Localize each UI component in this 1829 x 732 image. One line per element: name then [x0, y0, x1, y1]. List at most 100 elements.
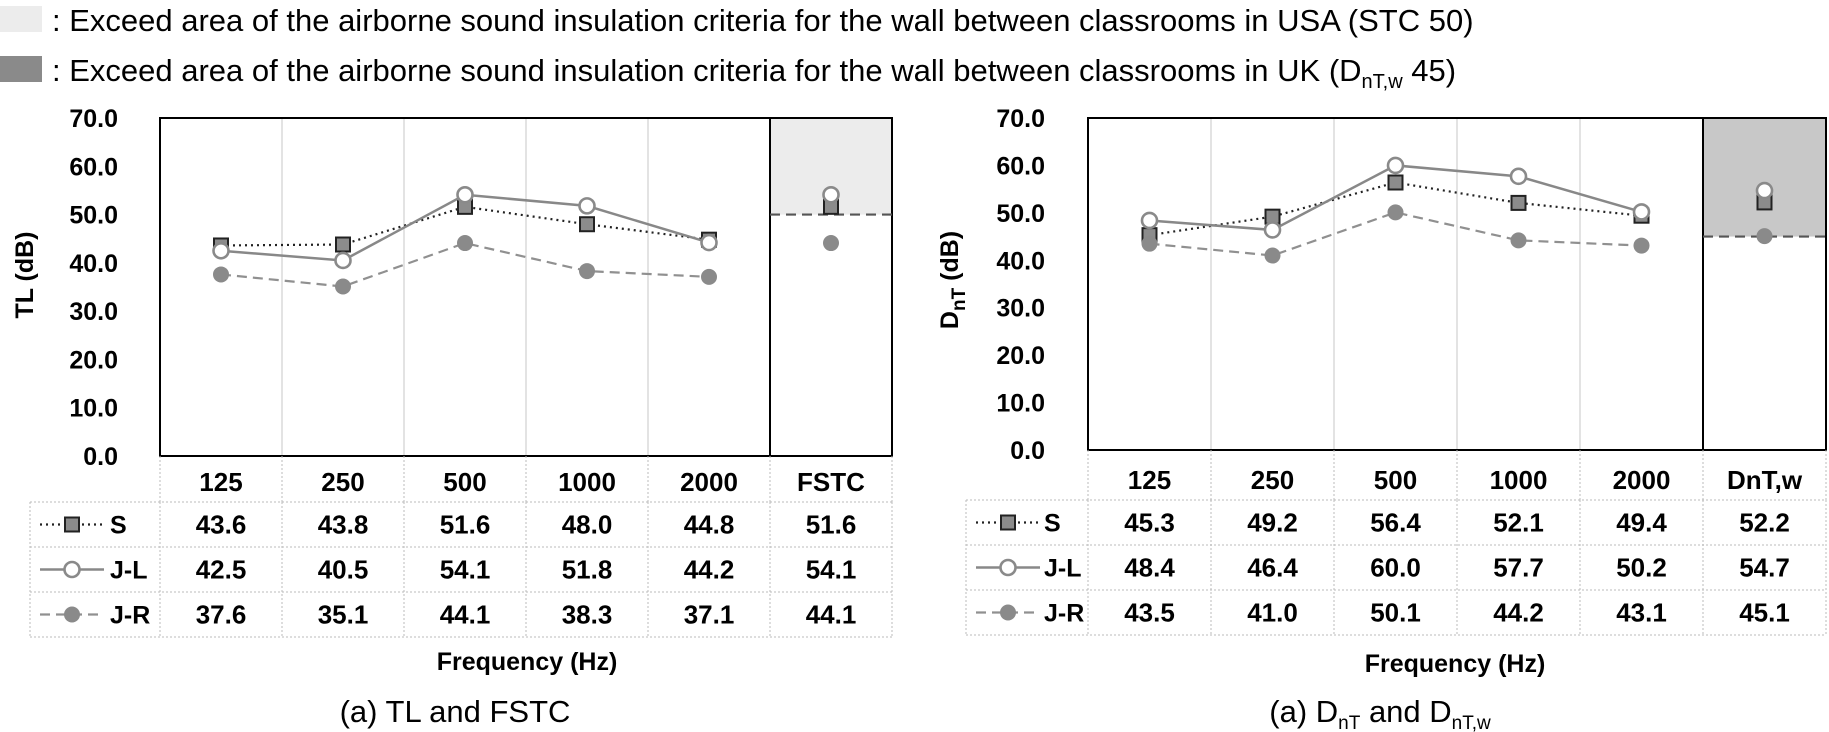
table-cell: 37.1	[684, 600, 735, 630]
summary-point-j-l	[822, 185, 840, 204]
point-j-r	[701, 268, 717, 285]
chart-2-caption-sub1: nT	[1338, 713, 1361, 732]
y-tick-label: 40.0	[69, 250, 118, 278]
table-cell-summary: 45.1	[1739, 598, 1790, 628]
point-j-r	[1264, 247, 1281, 264]
table-cell: 57.7	[1493, 553, 1544, 583]
category-label-summary: FSTC	[797, 467, 865, 497]
table-cell: 45.3	[1124, 508, 1175, 538]
y-tick-label: 0.0	[83, 443, 118, 471]
chart-2-ylabel: DnT (dB)	[936, 231, 970, 329]
point-j-r	[1141, 235, 1158, 252]
point-j-l	[456, 185, 474, 204]
table-cell-summary: 51.6	[806, 510, 857, 540]
point-j-r	[335, 278, 351, 295]
table-cell: 41.0	[1247, 598, 1298, 628]
point-j-l	[700, 233, 718, 252]
legend-text-uk: : Exceed area of the airborne sound insu…	[52, 53, 1456, 93]
chart-1-xlabel: Frequency (Hz)	[437, 648, 618, 676]
table-series-name: S	[1044, 510, 1061, 538]
point-j-r	[457, 235, 473, 252]
y-tick-label: 30.0	[996, 295, 1045, 323]
chart-1-ylabel-text: TL (dB)	[11, 231, 39, 318]
table-cell: 51.6	[440, 510, 491, 540]
y-tick-label: 0.0	[1010, 437, 1045, 465]
point-j-l	[1140, 211, 1159, 230]
criteria-exceed-area	[1703, 118, 1826, 237]
table-series-name: S	[110, 512, 127, 540]
category-label: 2000	[1613, 465, 1671, 495]
y-tick-label: 40.0	[996, 247, 1045, 275]
point-j-l	[578, 197, 596, 215]
table-cell: 43.1	[1616, 598, 1667, 628]
point-j-l	[1632, 203, 1651, 221]
table-legend-marker-s	[1000, 514, 1016, 531]
point-s	[335, 236, 351, 253]
category-label: 250	[1251, 465, 1294, 495]
point-j-r	[1510, 232, 1527, 249]
table-cell-summary: 54.1	[806, 555, 857, 585]
point-j-l	[1386, 156, 1405, 175]
table-series-name: J-L	[1044, 555, 1082, 583]
table-cell: 52.1	[1493, 508, 1544, 538]
table-cell: 44.2	[684, 555, 735, 585]
table-cell: 60.0	[1370, 553, 1421, 583]
y-tick-label: 30.0	[69, 298, 118, 326]
point-j-l	[212, 241, 230, 260]
table-cell: 51.8	[562, 555, 613, 585]
series-line-j-r	[220, 241, 710, 288]
chart-2-caption-a: (a) D	[1269, 694, 1338, 729]
chart-2-ylabel-suffix: (dB)	[936, 231, 964, 288]
category-label: 500	[443, 467, 486, 497]
legend-uk-prefix: : Exceed area of the airborne sound insu…	[52, 53, 1362, 88]
summary-point-j-r	[1756, 228, 1773, 245]
chart-1-ylabel: TL (dB)	[11, 231, 39, 318]
category-label: 125	[1128, 465, 1171, 495]
chart-2-ylabel-main: D	[936, 311, 964, 329]
y-tick-label: 50.0	[69, 202, 118, 230]
table-cell: 44.1	[440, 600, 491, 630]
point-s	[579, 216, 595, 233]
category-label: 250	[321, 467, 364, 497]
chart-tl-fstc: TL (dB) Frequency (Hz) (a) TL and FSTC 0…	[11, 105, 893, 729]
chart-dnt-dntw: DnT (dB) Frequency (Hz) (a) DnT and DnT,…	[936, 105, 1827, 732]
table-legend-marker-j-r	[1000, 604, 1016, 621]
table-cell: 43.6	[196, 510, 247, 540]
table-cell-summary: 52.2	[1739, 508, 1790, 538]
summary-point-j-l	[1755, 181, 1774, 200]
category-label: 2000	[680, 467, 738, 497]
table-cell: 50.2	[1616, 553, 1667, 583]
legend-uk-suffix: 45)	[1403, 53, 1456, 88]
point-j-l	[334, 251, 352, 270]
chart-2-caption-mid: and D	[1360, 694, 1451, 729]
table-cell: 44.8	[684, 510, 735, 540]
y-tick-label: 20.0	[69, 346, 118, 374]
chart-2-caption: (a) DnT and DnT,w	[1269, 694, 1491, 732]
point-j-r	[1387, 204, 1404, 221]
table-series-name: J-R	[110, 602, 150, 630]
table-cell: 42.5	[196, 555, 247, 585]
table-cell: 48.0	[562, 510, 613, 540]
table-cell: 56.4	[1370, 508, 1421, 538]
table-cell-summary: 44.1	[806, 600, 857, 630]
point-s	[1510, 194, 1527, 211]
point-j-l	[1509, 167, 1528, 186]
table-cell: 43.5	[1124, 598, 1175, 628]
table-cell: 46.4	[1247, 553, 1298, 583]
table-cell: 38.3	[562, 600, 613, 630]
table-cell: 50.1	[1370, 598, 1421, 628]
table-cell: 49.2	[1247, 508, 1298, 538]
point-j-l	[1263, 221, 1282, 239]
y-tick-label: 70.0	[996, 105, 1045, 133]
table-series-name: J-L	[110, 557, 148, 585]
point-j-r	[579, 263, 595, 280]
category-label: 125	[199, 467, 242, 497]
y-tick-label: 10.0	[69, 395, 118, 423]
table-cell: 48.4	[1124, 553, 1175, 583]
point-s	[1387, 174, 1404, 191]
chart-2-caption-sub2: nT,w	[1452, 713, 1491, 732]
table-cell: 40.5	[318, 555, 369, 585]
category-label: 1000	[1490, 465, 1548, 495]
y-tick-label: 50.0	[996, 200, 1045, 228]
legend: : Exceed area of the airborne sound insu…	[0, 3, 1474, 93]
